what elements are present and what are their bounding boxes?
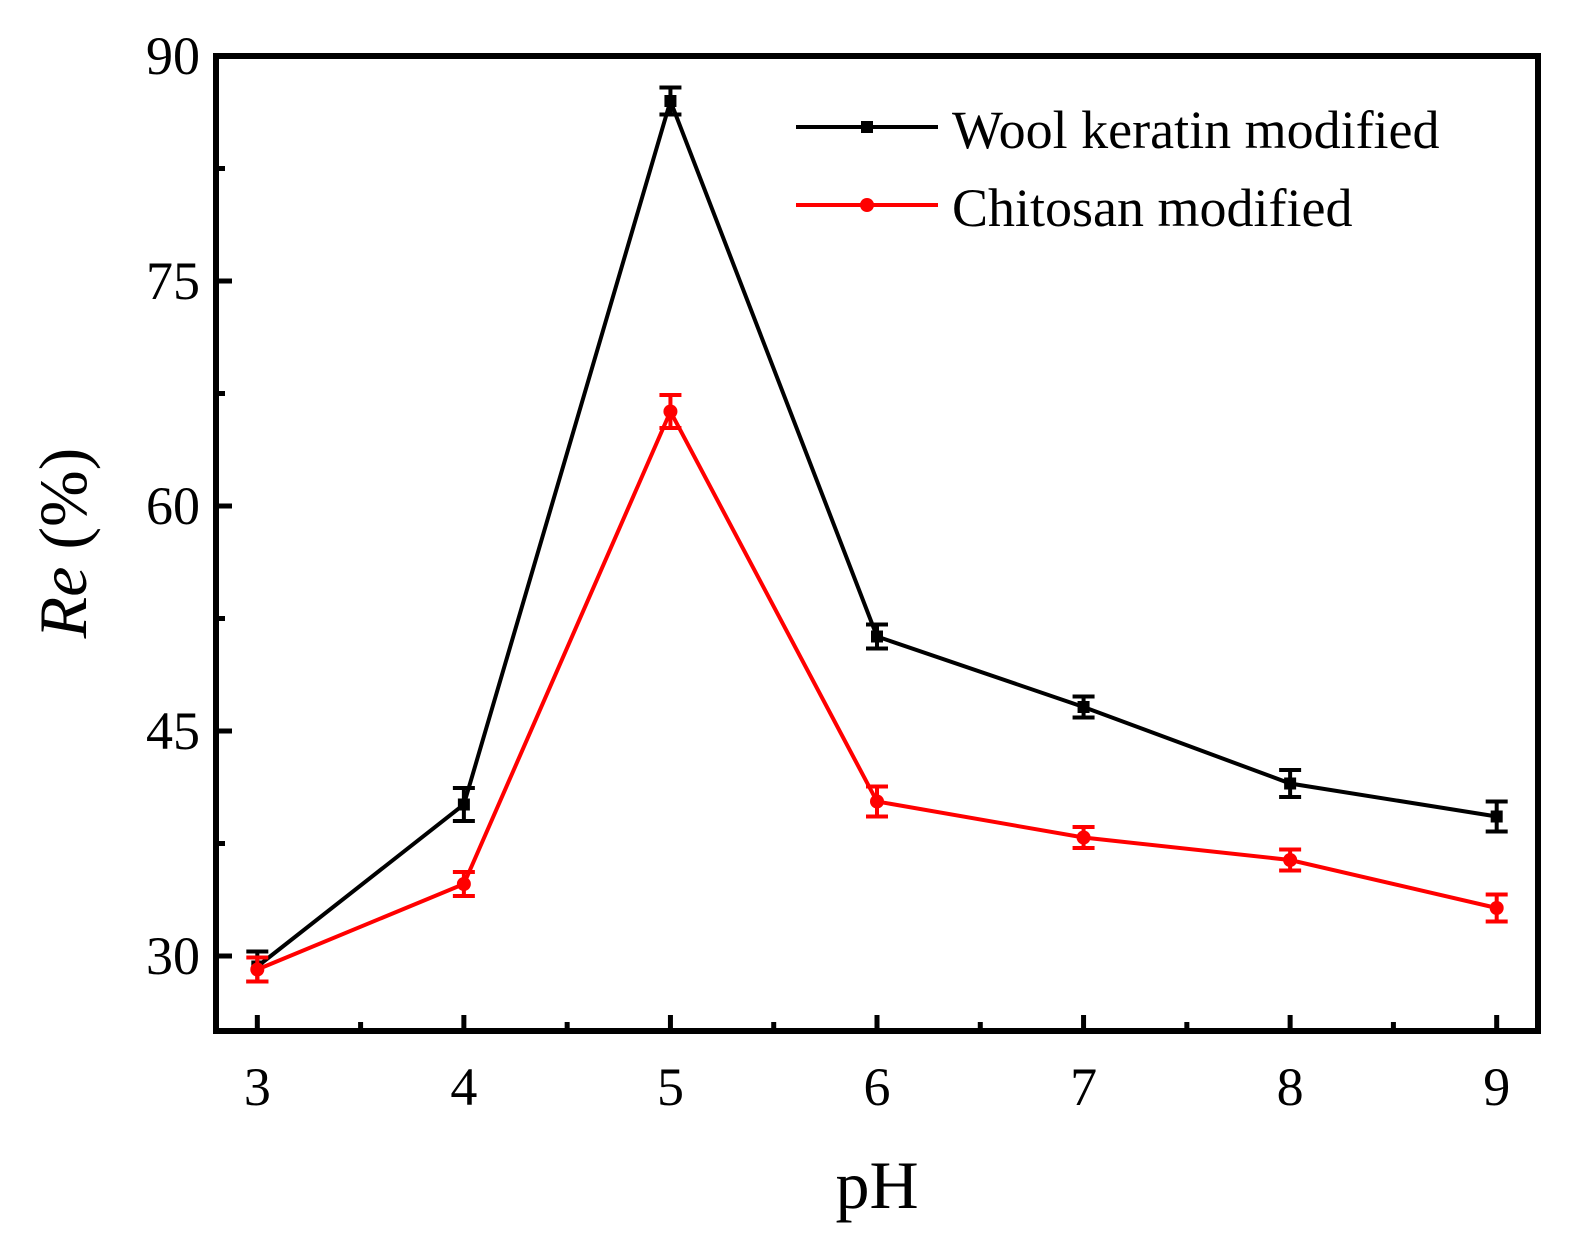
x-tick-label: 5	[657, 1057, 684, 1117]
legend: Wool keratin modified Chitosan modified	[796, 100, 1440, 238]
y-tick-label: 30	[146, 926, 200, 986]
y-tick-label: 75	[146, 251, 200, 311]
x-axis-title: pH	[835, 1147, 918, 1223]
data-point	[456, 877, 471, 891]
y-tick-label: 45	[146, 701, 200, 761]
data-point	[250, 962, 265, 977]
y-tick-label: 90	[146, 26, 200, 86]
x-tick-label: 3	[244, 1057, 271, 1117]
data-point	[871, 630, 883, 643]
data-point	[1077, 701, 1090, 713]
x-tick-label: 4	[450, 1057, 477, 1117]
x-tick-label: 8	[1277, 1057, 1304, 1117]
data-point	[1076, 830, 1091, 845]
x-tick-label: 6	[864, 1057, 891, 1117]
data-point	[1489, 901, 1504, 915]
series-chitosan-modified	[246, 393, 1508, 984]
x-tick-label: 9	[1483, 1057, 1510, 1117]
data-point	[663, 404, 678, 419]
x-tick-label: 7	[1070, 1057, 1097, 1117]
y-axis-title: Re (%)	[25, 448, 101, 640]
legend-marker-chitosan	[860, 198, 874, 212]
series-layer	[246, 85, 1508, 984]
data-point	[1490, 810, 1503, 823]
series-wool-keratin-modified	[246, 85, 1508, 984]
legend-label-wool-keratin: Wool keratin modified	[952, 100, 1440, 160]
legend-label-chitosan: Chitosan modified	[952, 178, 1352, 238]
series-line-chitosan-modified	[256, 406, 1498, 972]
y-tick-label: 60	[146, 476, 200, 536]
data-point	[1284, 777, 1297, 790]
data-point	[664, 95, 677, 107]
data-point	[870, 794, 884, 809]
data-point	[457, 798, 470, 811]
data-point	[1283, 853, 1298, 867]
legend-marker-wool-keratin	[861, 121, 873, 133]
